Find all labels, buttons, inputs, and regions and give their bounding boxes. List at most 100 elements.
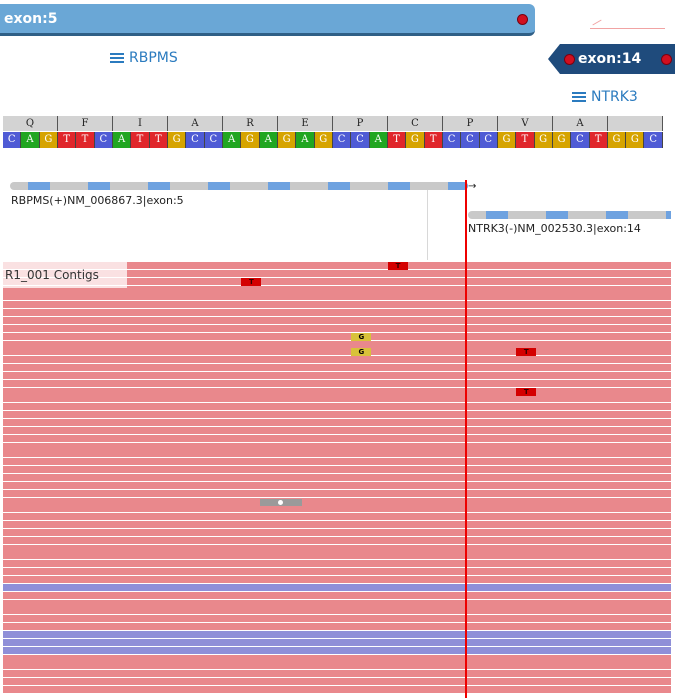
mismatch-base[interactable]: G — [351, 332, 372, 341]
read-row[interactable] — [3, 301, 671, 309]
transcript-label-rbpms: RBPMS(+)NM_006867.3|exon:5 — [11, 194, 184, 207]
nucleotide-cell: C — [3, 132, 22, 148]
amino-acid-cell: A — [553, 116, 608, 131]
read-row[interactable] — [3, 568, 671, 576]
read-row[interactable] — [3, 450, 671, 458]
read-row[interactable] — [3, 646, 671, 654]
exon14-marker-icon — [565, 55, 574, 64]
nucleotide-cell: C — [442, 132, 462, 148]
read-row[interactable] — [3, 623, 671, 631]
mismatch-base[interactable]: G — [351, 348, 372, 357]
amino-acid-cell: C — [388, 116, 443, 131]
read-row[interactable] — [3, 411, 671, 419]
read-row[interactable] — [3, 371, 671, 379]
read-row[interactable] — [3, 497, 671, 505]
read-row[interactable] — [3, 285, 671, 293]
read-row[interactable] — [3, 576, 671, 583]
read-row[interactable] — [3, 434, 671, 442]
read-row[interactable] — [3, 599, 671, 607]
read-row[interactable] — [3, 442, 671, 450]
read-row[interactable] — [3, 316, 671, 324]
contigs-label: R1_001 Contigs — [5, 268, 99, 282]
read-row[interactable] — [3, 521, 671, 529]
nucleotide-cell: C — [94, 132, 113, 148]
exon5-bar[interactable]: exon:5 — [0, 4, 535, 36]
mismatch-base[interactable]: T — [387, 262, 408, 270]
read-row[interactable] — [3, 552, 671, 560]
read-row[interactable] — [3, 481, 671, 489]
read-row[interactable] — [3, 458, 671, 466]
read-row[interactable] — [3, 678, 671, 686]
read-row[interactable] — [3, 638, 671, 646]
read-row[interactable] — [3, 466, 671, 474]
fusion-breakpoint-line[interactable] — [465, 180, 467, 698]
nucleotide-cell: T — [589, 132, 608, 148]
nucleotide-cell: G — [607, 132, 627, 148]
read-row[interactable] — [3, 615, 671, 623]
read-row[interactable] — [3, 489, 671, 497]
reads-panel[interactable] — [3, 262, 671, 694]
nucleotide-cell: C — [204, 132, 223, 148]
read-row[interactable] — [3, 379, 671, 387]
amino-acid-cell: P — [443, 116, 498, 131]
read-row[interactable] — [3, 685, 671, 693]
transcript-bar-rbpms[interactable] — [10, 182, 468, 190]
read-row[interactable] — [3, 654, 671, 662]
transcript-bar-ntrk3[interactable] — [468, 211, 671, 219]
read-row[interactable] — [3, 364, 671, 372]
read-row[interactable] — [3, 356, 671, 364]
read-row[interactable] — [3, 607, 671, 615]
read-row[interactable] — [3, 324, 671, 332]
read-row[interactable] — [3, 419, 671, 426]
read-row[interactable] — [3, 583, 671, 591]
read-row[interactable] — [3, 403, 671, 411]
mismatch-base[interactable]: T — [516, 387, 537, 396]
exon14-tag[interactable]: exon:14 — [548, 44, 675, 74]
read-row[interactable] — [3, 262, 671, 269]
gene-label-ntrk3[interactable]: NTRK3 — [572, 89, 638, 105]
nucleotide-cell: T — [76, 132, 95, 148]
nucleotide-cell: T — [149, 132, 168, 148]
nucleotide-cell: G — [626, 132, 645, 148]
read-row[interactable] — [3, 528, 671, 536]
nucleotide-cell: G — [552, 132, 572, 148]
read-row[interactable] — [3, 473, 671, 481]
nucleotide-cell: T — [131, 132, 150, 148]
read-row[interactable] — [3, 309, 671, 317]
mismatch-base[interactable]: T — [241, 277, 262, 286]
transcript-direction-icon: → — [468, 181, 477, 192]
read-row[interactable] — [3, 348, 671, 356]
read-row[interactable] — [3, 293, 671, 301]
read-row[interactable] — [3, 670, 671, 678]
transcript-label-ntrk3: NTRK3(-)NM_002530.3|exon:14 — [468, 222, 641, 235]
read-row[interactable] — [3, 630, 671, 638]
list-icon — [572, 91, 586, 103]
read-row[interactable] — [3, 332, 671, 340]
read-row[interactable] — [3, 426, 671, 434]
gene-label-rbpms[interactable]: RBPMS — [110, 50, 178, 66]
read-row[interactable] — [3, 269, 671, 277]
read-row[interactable] — [3, 544, 671, 552]
nucleotide-cell: A — [259, 132, 278, 148]
read-row[interactable] — [3, 277, 671, 285]
amino-acid-cell: F — [58, 116, 113, 131]
nucleotide-cell: A — [369, 132, 388, 148]
nucleotide-cell: C — [644, 132, 663, 148]
amino-acid-cell — [608, 116, 663, 131]
read-row[interactable] — [3, 560, 671, 568]
read-row[interactable] — [3, 395, 671, 403]
read-row[interactable] — [3, 662, 671, 670]
read-row[interactable] — [3, 387, 671, 395]
read-row[interactable] — [3, 591, 671, 599]
read-row[interactable] — [3, 340, 671, 348]
read-row[interactable] — [3, 505, 671, 513]
read-row[interactable] — [3, 536, 671, 544]
mismatch-base[interactable]: T — [516, 348, 537, 357]
nucleotide-cell: A — [296, 132, 315, 148]
nucleotide-cell: C — [479, 132, 498, 148]
nucleotide-cell: A — [112, 132, 132, 148]
nucleotide-cell: G — [406, 132, 425, 148]
nucleotide-cell: C — [571, 132, 590, 148]
read-row[interactable] — [3, 513, 671, 521]
